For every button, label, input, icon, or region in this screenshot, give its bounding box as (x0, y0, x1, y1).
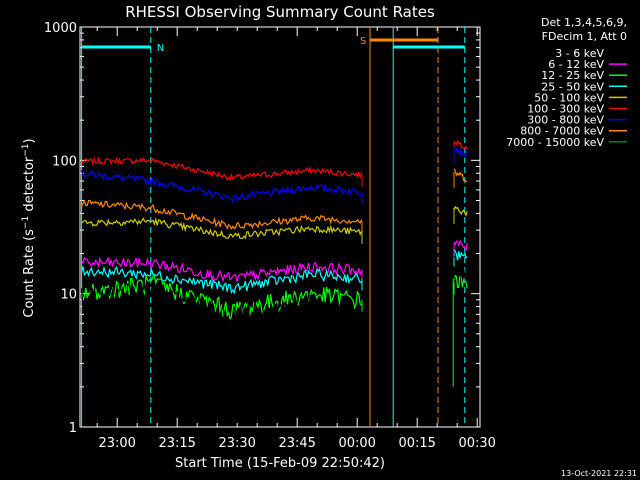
legend-label: 800 - 7000 keV (520, 125, 604, 138)
series-line (453, 140, 468, 150)
series-line (81, 265, 362, 295)
series-line (453, 239, 468, 251)
series-line (81, 280, 363, 329)
x-tick-label: 23:30 (218, 436, 255, 451)
x-tick-label: 00:30 (458, 436, 495, 451)
series-line (453, 255, 468, 282)
y-tick-label: 1000 (44, 21, 77, 36)
legend-label: 6 - 12 keV (548, 58, 604, 71)
legend-label: 12 - 25 keV (541, 69, 604, 82)
series-line (81, 199, 363, 231)
legend-label: 100 - 300 keV (527, 103, 604, 116)
y-tick-label: 1 (69, 421, 77, 436)
y-tick-label: 100 (52, 154, 77, 169)
series-line (81, 156, 363, 181)
legend-label: 25 - 50 keV (541, 80, 604, 93)
series-line (453, 249, 468, 261)
chart-title: RHESSI Observing Summary Count Rates (125, 3, 435, 21)
x-tick-label: 00:15 (398, 436, 435, 451)
annotation-n: N (157, 43, 164, 54)
series-line (453, 168, 468, 183)
legend-header-1: Det 1,3,4,5,6,9, (541, 16, 627, 29)
x-tick-label: 23:00 (98, 436, 135, 451)
series-line (453, 205, 468, 217)
footer-date: 13-Oct-2021 22:31 (561, 469, 637, 478)
series-line (81, 256, 363, 283)
x-tick-label: 23:45 (278, 436, 315, 451)
y-axis-label: Count Rate (s−1 detector−1) (21, 138, 37, 317)
x-tick-label: 00:00 (338, 436, 375, 451)
plot-frame (79, 26, 481, 428)
legend-label: 300 - 800 keV (527, 114, 604, 127)
series-line (81, 217, 363, 240)
series-line (453, 146, 468, 159)
series-line (81, 169, 362, 204)
x-axis-label: Start Time (15-Feb-09 22:50:42) (175, 456, 385, 471)
series-line (81, 275, 362, 321)
legend-label: 3 - 6 keV (555, 47, 604, 60)
x-tick-label: 23:15 (158, 436, 195, 451)
legend-header-2: FDecim 1, Att 0 (542, 30, 627, 43)
legend-label: 50 - 100 keV (534, 91, 604, 104)
legend-label: 7000 - 15000 keV (506, 136, 604, 149)
annotation-s: S (360, 36, 366, 47)
y-tick-label: 10 (60, 288, 77, 303)
